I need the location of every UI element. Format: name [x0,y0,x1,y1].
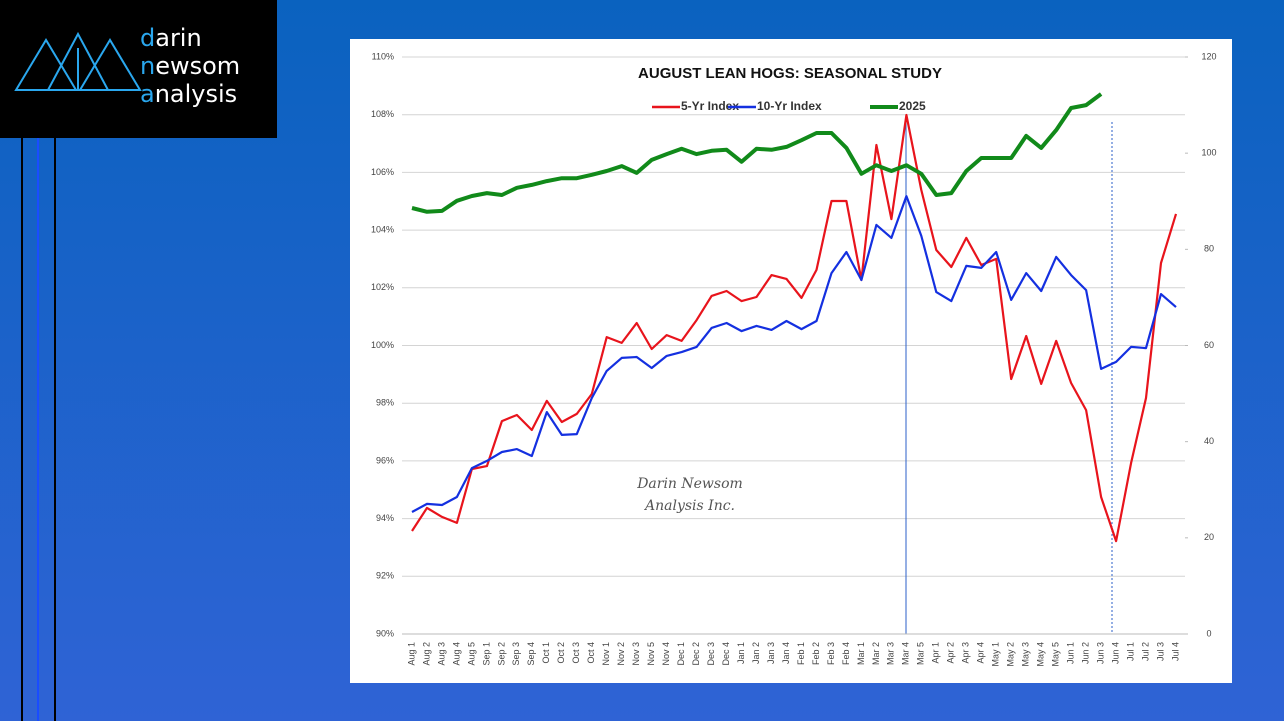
y2-tick-label: 40 [1204,436,1214,446]
x-tick-label: Aug 4 [451,642,461,666]
decor-line [54,138,56,721]
x-tick-label: Dec 1 [676,642,686,666]
x-tick-label: Aug 3 [436,642,446,666]
x-tick-label: Jun 3 [1095,642,1105,664]
x-tick-label: Apr 4 [976,642,986,664]
logo-icon [14,31,142,91]
x-tick-label: Sep 2 [496,642,506,666]
y-tick-label: 98% [376,398,394,408]
x-tick-label: Jul 1 [1125,642,1135,661]
y2-tick-label: 60 [1204,340,1214,350]
x-tick-label: Aug 1 [406,642,416,666]
x-tick-label: Jul 4 [1170,642,1180,661]
x-tick-label: Mar 5 [916,642,926,665]
y2-tick-label: 80 [1204,244,1214,254]
y-tick-label: 100% [371,340,394,350]
x-tick-label: Apr 3 [961,642,971,664]
x-tick-label: Oct 4 [586,642,596,664]
x-tick-label: Jul 3 [1155,642,1165,661]
x-tick-label: May 5 [1051,642,1061,667]
x-tick-label: Nov 4 [661,642,671,666]
chart-title: AUGUST LEAN HOGS: SEASONAL STUDY [638,65,942,82]
x-tick-label: May 2 [1006,642,1016,667]
logo-text: analysis [140,80,238,108]
x-tick-label: Mar 4 [901,642,911,665]
x-tick-label: Sep 1 [481,642,491,666]
y2-tick-label: 120 [1201,51,1216,61]
x-tick-label: Sep 4 [526,642,536,666]
x-tick-label: Mar 1 [856,642,866,665]
x-tick-label: Feb 3 [826,642,836,665]
x-tick-label: May 4 [1036,642,1046,667]
x-tick-label: Mar 3 [886,642,896,665]
x-tick-label: Oct 1 [541,642,551,664]
y-tick-label: 92% [376,571,394,581]
x-tick-label: Mar 2 [871,642,881,665]
decor-line [21,138,23,721]
x-tick-label: Dec 4 [721,642,731,666]
x-tick-label: Oct 2 [556,642,566,664]
x-tick-label: Aug 2 [421,642,431,666]
y-tick-label: 106% [371,167,394,177]
x-tick-label: Jun 1 [1066,642,1076,664]
x-tick-label: Jan 4 [781,642,791,664]
x-tick-label: Jan 1 [736,642,746,664]
y-tick-label: 94% [376,513,394,523]
y2-tick-label: 20 [1204,532,1214,542]
x-tick-label: Oct 3 [571,642,581,664]
legend-label: 2025 [899,99,926,113]
x-tick-label: Jan 3 [766,642,776,664]
x-tick-label: May 1 [991,642,1001,667]
x-tick-label: Feb 4 [841,642,851,665]
x-tick-label: Feb 2 [811,642,821,665]
x-tick-label: Jun 4 [1110,642,1120,664]
x-tick-label: Jun 2 [1080,642,1090,664]
watermark: Analysis Inc. [645,498,735,514]
x-tick-label: Nov 1 [601,642,611,666]
y-tick-label: 108% [371,109,394,119]
x-tick-label: Jan 2 [751,642,761,664]
x-tick-label: Dec 2 [691,642,701,666]
x-tick-label: Aug 5 [466,642,476,666]
series-line [411,195,1177,513]
y-tick-label: 96% [376,455,394,465]
watermark: Darin Newsom [637,476,743,492]
y2-tick-label: 100 [1201,148,1216,158]
x-tick-label: Apr 2 [946,642,956,664]
legend-label: 5-Yr Index [681,99,739,113]
x-tick-label: Dec 3 [706,642,716,666]
series-line [411,92,1103,214]
logo: darin newsom analysis [0,0,277,138]
decor-line [37,138,39,721]
x-tick-label: Feb 1 [796,642,806,665]
x-tick-label: Apr 1 [931,642,941,664]
y2-tick-label: 0 [1206,628,1211,638]
x-tick-label: May 3 [1021,642,1031,667]
x-tick-label: Jul 2 [1140,642,1150,661]
x-tick-label: Nov 3 [631,642,641,666]
y-tick-label: 110% [372,51,394,61]
y-tick-label: 90% [376,628,394,638]
series-line [411,113,1178,543]
logo-text: newsom [140,52,241,80]
legend-label: 10-Yr Index [757,99,822,113]
y-tick-label: 104% [371,224,394,234]
x-tick-label: Nov 2 [616,642,626,666]
y-tick-label: 102% [371,282,394,292]
x-tick-label: Sep 3 [511,642,521,666]
x-tick-label: Nov 5 [646,642,656,666]
logo-text: darin [140,24,202,52]
